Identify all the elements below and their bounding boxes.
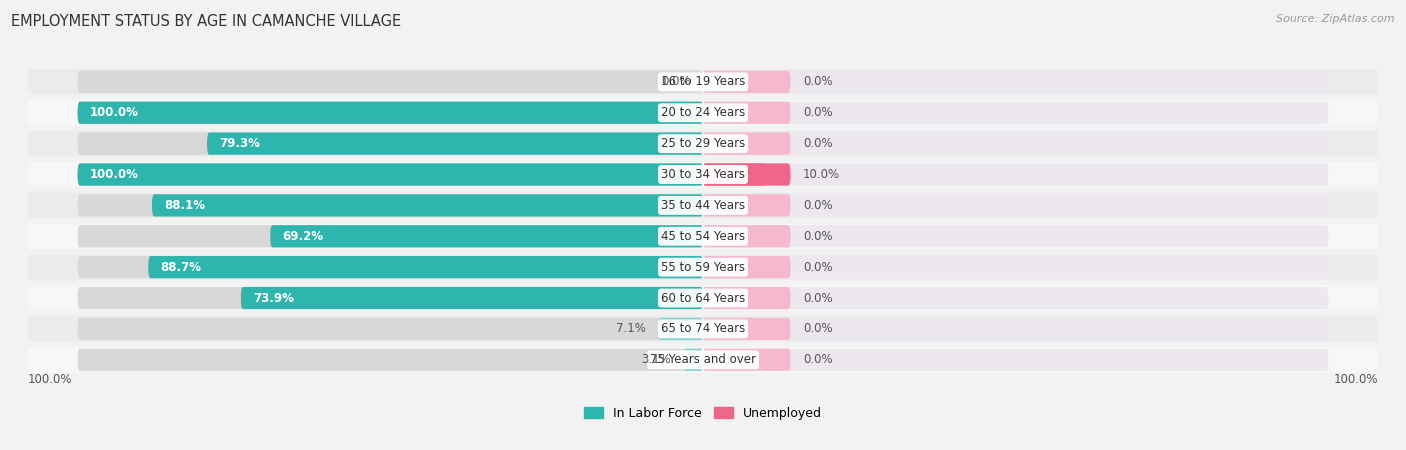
Text: 0.0%: 0.0%: [803, 292, 832, 305]
FancyBboxPatch shape: [77, 318, 703, 340]
FancyBboxPatch shape: [703, 256, 1329, 278]
Text: EMPLOYMENT STATUS BY AGE IN CAMANCHE VILLAGE: EMPLOYMENT STATUS BY AGE IN CAMANCHE VIL…: [11, 14, 401, 28]
Text: 65 to 74 Years: 65 to 74 Years: [661, 322, 745, 335]
Text: 0.0%: 0.0%: [661, 76, 690, 88]
FancyBboxPatch shape: [28, 162, 1378, 187]
FancyBboxPatch shape: [703, 163, 1329, 186]
Text: 79.3%: 79.3%: [219, 137, 260, 150]
Legend: In Labor Force, Unemployed: In Labor Force, Unemployed: [579, 402, 827, 425]
Text: 7.1%: 7.1%: [616, 322, 647, 335]
FancyBboxPatch shape: [703, 287, 1329, 309]
Text: 100.0%: 100.0%: [90, 106, 139, 119]
FancyBboxPatch shape: [658, 318, 703, 340]
FancyBboxPatch shape: [77, 102, 703, 124]
Text: 100.0%: 100.0%: [90, 168, 139, 181]
Text: 0.0%: 0.0%: [803, 322, 832, 335]
Text: 73.9%: 73.9%: [253, 292, 294, 305]
Text: 0.0%: 0.0%: [803, 106, 832, 119]
Text: 35 to 44 Years: 35 to 44 Years: [661, 199, 745, 212]
FancyBboxPatch shape: [703, 163, 765, 186]
Text: 0.0%: 0.0%: [803, 199, 832, 212]
FancyBboxPatch shape: [28, 69, 1378, 94]
FancyBboxPatch shape: [703, 194, 1329, 216]
FancyBboxPatch shape: [28, 347, 1378, 373]
Text: 0.0%: 0.0%: [803, 137, 832, 150]
FancyBboxPatch shape: [683, 349, 703, 371]
Text: 0.0%: 0.0%: [803, 261, 832, 274]
FancyBboxPatch shape: [77, 163, 703, 186]
FancyBboxPatch shape: [207, 132, 703, 155]
Text: 45 to 54 Years: 45 to 54 Years: [661, 230, 745, 243]
FancyBboxPatch shape: [703, 163, 790, 186]
FancyBboxPatch shape: [703, 132, 1329, 155]
FancyBboxPatch shape: [703, 225, 790, 248]
FancyBboxPatch shape: [703, 102, 790, 124]
FancyBboxPatch shape: [703, 318, 1329, 340]
Text: 100.0%: 100.0%: [28, 374, 72, 387]
FancyBboxPatch shape: [77, 102, 703, 124]
FancyBboxPatch shape: [77, 287, 703, 309]
Text: 25 to 29 Years: 25 to 29 Years: [661, 137, 745, 150]
FancyBboxPatch shape: [703, 349, 790, 371]
FancyBboxPatch shape: [703, 318, 790, 340]
FancyBboxPatch shape: [77, 256, 703, 278]
Text: 55 to 59 Years: 55 to 59 Years: [661, 261, 745, 274]
Text: 100.0%: 100.0%: [1334, 374, 1378, 387]
FancyBboxPatch shape: [270, 225, 703, 248]
Text: 0.0%: 0.0%: [803, 76, 832, 88]
FancyBboxPatch shape: [703, 287, 790, 309]
Text: 69.2%: 69.2%: [283, 230, 323, 243]
FancyBboxPatch shape: [152, 194, 703, 216]
FancyBboxPatch shape: [28, 193, 1378, 218]
FancyBboxPatch shape: [703, 71, 790, 93]
FancyBboxPatch shape: [28, 255, 1378, 280]
Text: 75 Years and over: 75 Years and over: [650, 353, 756, 366]
Text: 16 to 19 Years: 16 to 19 Years: [661, 76, 745, 88]
Text: 88.7%: 88.7%: [160, 261, 201, 274]
Text: 0.0%: 0.0%: [803, 230, 832, 243]
FancyBboxPatch shape: [703, 71, 1329, 93]
FancyBboxPatch shape: [77, 194, 703, 216]
FancyBboxPatch shape: [28, 131, 1378, 156]
FancyBboxPatch shape: [148, 256, 703, 278]
FancyBboxPatch shape: [703, 349, 1329, 371]
FancyBboxPatch shape: [77, 132, 703, 155]
FancyBboxPatch shape: [77, 71, 703, 93]
FancyBboxPatch shape: [28, 316, 1378, 342]
Text: 88.1%: 88.1%: [165, 199, 205, 212]
FancyBboxPatch shape: [28, 285, 1378, 310]
FancyBboxPatch shape: [28, 100, 1378, 126]
Text: 20 to 24 Years: 20 to 24 Years: [661, 106, 745, 119]
Text: 0.0%: 0.0%: [803, 353, 832, 366]
Text: 3.1%: 3.1%: [641, 353, 671, 366]
FancyBboxPatch shape: [703, 256, 790, 278]
FancyBboxPatch shape: [703, 194, 790, 216]
Text: 30 to 34 Years: 30 to 34 Years: [661, 168, 745, 181]
FancyBboxPatch shape: [703, 102, 1329, 124]
Text: 60 to 64 Years: 60 to 64 Years: [661, 292, 745, 305]
FancyBboxPatch shape: [77, 225, 703, 248]
FancyBboxPatch shape: [240, 287, 703, 309]
FancyBboxPatch shape: [77, 349, 703, 371]
FancyBboxPatch shape: [703, 225, 1329, 248]
Text: Source: ZipAtlas.com: Source: ZipAtlas.com: [1277, 14, 1395, 23]
Text: 10.0%: 10.0%: [803, 168, 841, 181]
FancyBboxPatch shape: [703, 132, 790, 155]
FancyBboxPatch shape: [77, 163, 703, 186]
FancyBboxPatch shape: [28, 224, 1378, 249]
